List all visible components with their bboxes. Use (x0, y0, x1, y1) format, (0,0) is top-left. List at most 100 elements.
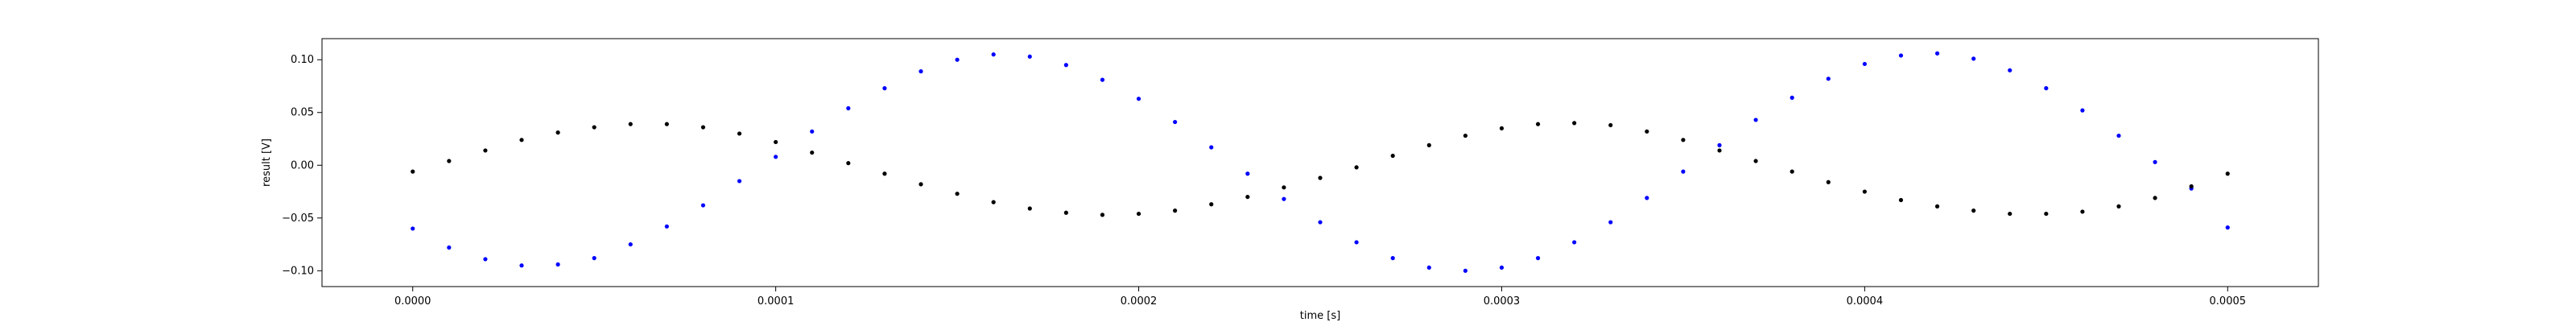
data-point (592, 125, 597, 130)
data-point (1753, 118, 1758, 122)
data-point (519, 138, 524, 142)
data-point (1790, 95, 1794, 100)
data-point (955, 57, 960, 62)
data-point (955, 192, 960, 196)
data-point (1572, 121, 1577, 126)
data-point (919, 182, 923, 187)
data-point (2189, 184, 2194, 189)
data-point (2116, 133, 2121, 138)
data-point (1862, 189, 1867, 194)
data-point (483, 257, 488, 262)
data-point (1209, 202, 1214, 207)
data-point (1790, 169, 1794, 174)
data-point (447, 159, 452, 163)
data-point (1572, 240, 1577, 245)
data-point (1862, 61, 1867, 67)
x-tick-label: 0.0000 (394, 295, 431, 308)
data-point (1499, 126, 1505, 131)
data-point (2008, 211, 2013, 217)
data-point (628, 122, 633, 126)
data-point (1898, 197, 1904, 203)
data-point (774, 155, 778, 159)
data-point (846, 161, 851, 166)
y-tick-label: 0.10 (291, 54, 314, 66)
data-point (1100, 213, 1105, 217)
data-point (1354, 165, 1359, 170)
data-point (1245, 171, 1250, 176)
data-point (1463, 133, 1468, 138)
x-tick-label: 0.0004 (1847, 295, 1884, 308)
y-tick-label: 0.05 (291, 107, 314, 119)
data-point (447, 245, 452, 250)
data-point (882, 86, 887, 91)
data-point (2153, 159, 2157, 164)
data-point (2080, 209, 2085, 214)
data-point (2044, 211, 2049, 217)
data-point (1608, 122, 1613, 128)
x-tick-label: 0.0003 (1484, 295, 1521, 308)
data-point (411, 226, 415, 231)
data-point (1136, 211, 1141, 217)
data-series (411, 51, 2230, 273)
data-point (1934, 204, 1940, 208)
data-point (1971, 208, 1976, 213)
data-point (1426, 265, 1431, 270)
data-point (1535, 122, 1541, 126)
data-point (628, 242, 633, 247)
data-point (1100, 77, 1105, 82)
data-point (810, 150, 815, 155)
data-point (1282, 185, 1286, 190)
data-point (1245, 194, 1250, 200)
data-point (1681, 138, 1686, 142)
data-point (1173, 208, 1178, 213)
data-point (1463, 268, 1468, 273)
data-point (919, 69, 923, 74)
data-point (1390, 153, 1395, 159)
x-tick-label: 0.0005 (2210, 295, 2247, 308)
data-point (846, 105, 851, 111)
data-point (882, 171, 887, 176)
data-point (700, 203, 706, 208)
data-point (810, 129, 815, 134)
y-axis: −0.10 −0.05 0.00 0.05 0.10 (282, 54, 322, 277)
data-point (1173, 119, 1178, 125)
x-tick-label: 0.0002 (1121, 295, 1158, 308)
data-point (2080, 108, 2085, 113)
data-point (1608, 220, 1613, 225)
data-point (774, 139, 778, 145)
data-point (1535, 256, 1541, 261)
data-point (664, 122, 669, 126)
data-point (1934, 51, 1940, 56)
data-point (483, 148, 488, 153)
data-point (2225, 225, 2230, 230)
data-point (519, 263, 524, 268)
data-point (1354, 240, 1359, 245)
plot-frame (321, 38, 2319, 287)
data-point (2153, 196, 2157, 200)
x-axis-label: time [s] (1300, 310, 1340, 322)
data-point (1282, 196, 1286, 201)
data-point (737, 179, 742, 184)
data-point (411, 169, 415, 174)
data-point (1027, 206, 1032, 211)
x-tick-label: 0.0001 (758, 295, 795, 308)
data-point (555, 262, 560, 267)
data-point (2044, 86, 2049, 91)
data-point (1063, 210, 1068, 215)
data-point (592, 256, 597, 261)
series-0 (411, 51, 2230, 273)
x-axis: 0.0000 0.0001 0.0002 0.0003 0.0004 0.0005 (394, 287, 2246, 308)
data-point (1318, 220, 1323, 225)
data-point (1318, 175, 1323, 180)
data-point (2225, 171, 2230, 176)
data-point (2116, 204, 2121, 208)
data-point (991, 200, 996, 204)
data-point (555, 130, 560, 135)
data-point (1209, 145, 1214, 150)
y-tick-label: −0.10 (282, 265, 314, 277)
data-point (1717, 142, 1722, 147)
data-point (1645, 196, 1649, 200)
data-point (991, 52, 996, 57)
data-point (664, 224, 669, 229)
